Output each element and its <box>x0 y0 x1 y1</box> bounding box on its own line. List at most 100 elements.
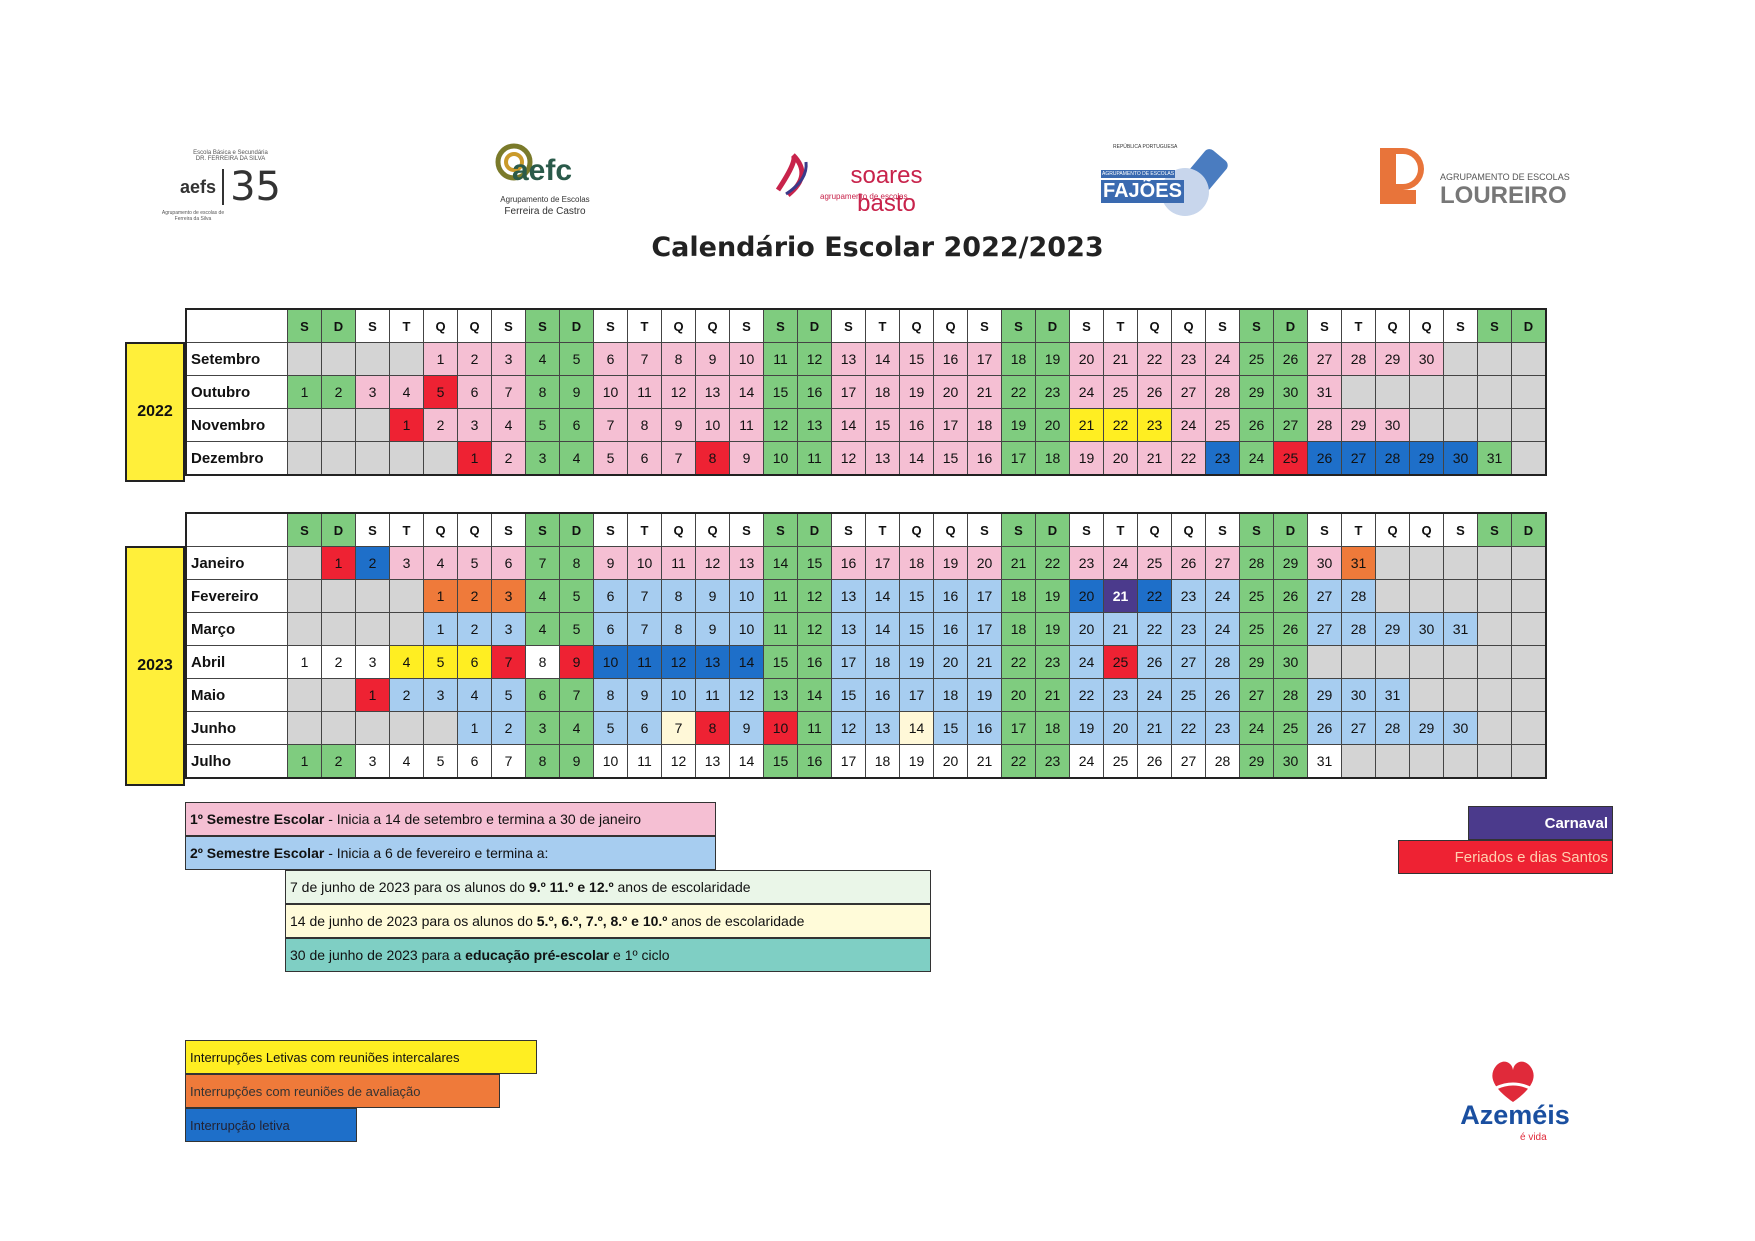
day-cell: 7 <box>627 342 662 376</box>
day-cell: 22 <box>1137 579 1172 613</box>
day-cell: 5 <box>559 579 594 613</box>
empty-cell <box>1375 579 1410 613</box>
empty-cell <box>1477 678 1512 712</box>
day-cell: 22 <box>1137 342 1172 376</box>
day-cell: 26 <box>1273 579 1308 613</box>
day-cell: 15 <box>763 744 798 779</box>
weekday-header: D <box>797 512 832 547</box>
weekday-header: T <box>627 308 662 343</box>
day-cell: 6 <box>627 711 662 745</box>
empty-cell <box>1341 645 1376 679</box>
day-cell: 24 <box>1205 342 1240 376</box>
day-cell: 10 <box>729 579 764 613</box>
day-cell: 8 <box>627 408 662 442</box>
day-cell: 20 <box>1103 711 1138 745</box>
day-cell: 25 <box>1103 744 1138 779</box>
day-cell: 6 <box>457 375 492 409</box>
day-cell: 19 <box>1069 711 1104 745</box>
day-cell: 20 <box>1069 612 1104 646</box>
day-cell: 28 <box>1239 546 1274 580</box>
empty-cell <box>321 441 356 476</box>
day-cell: 12 <box>661 645 696 679</box>
empty-cell <box>1409 579 1444 613</box>
day-cell: 2 <box>321 744 356 779</box>
day-cell: 30 <box>1443 441 1478 476</box>
day-cell: 6 <box>491 546 526 580</box>
day-cell: 4 <box>389 744 424 779</box>
weekday-header: S <box>1069 512 1104 547</box>
logo-fajoes-top: REPÚBLICA PORTUGUESA <box>1113 144 1178 150</box>
day-cell: 9 <box>627 678 662 712</box>
empty-cell <box>355 711 390 745</box>
day-cell: 18 <box>1035 441 1070 476</box>
logo-aefc-mark: aefc <box>512 154 573 187</box>
day-cell: 6 <box>525 678 560 712</box>
day-cell: 8 <box>661 342 696 376</box>
day-cell: 17 <box>831 645 866 679</box>
day-cell: 21 <box>1137 711 1172 745</box>
day-cell: 15 <box>933 441 968 476</box>
page-title: Calendário Escolar 2022/2023 <box>651 232 1104 263</box>
day-cell: 10 <box>661 678 696 712</box>
day-cell: 21 <box>967 375 1002 409</box>
day-cell: 1 <box>423 342 458 376</box>
day-cell: 21 <box>1137 441 1172 476</box>
weekday-header: S <box>491 308 526 343</box>
day-cell: 2 <box>321 645 356 679</box>
day-cell: 21 <box>1103 579 1138 613</box>
second-semester-label: 2º Semestre Escolar <box>190 845 325 861</box>
legend-feriados: Feriados e dias Santos <box>1398 840 1613 874</box>
weekday-header: S <box>1239 308 1274 343</box>
day-cell: 14 <box>797 678 832 712</box>
empty-cell <box>1375 546 1410 580</box>
month-row: Setembro 1 2 3 4 5 6 7 8 9 10 11 12 13 14 15 16 17 18 19 20 2… <box>185 342 1547 376</box>
day-cell: 4 <box>525 579 560 613</box>
weekday-header: Q <box>1137 308 1172 343</box>
weekday-header: D <box>559 308 594 343</box>
day-cell: 18 <box>899 546 934 580</box>
day-cell: 22 <box>1001 744 1036 779</box>
month-row: Abril 1 2 3 4 5 6 7 8 9 10 11 12 13 14 15 16 17 18 19 20 21 22… <box>185 645 1547 679</box>
weekday-header: Q <box>457 308 492 343</box>
logo-fajoes-sub: AGRUPAMENTO DE ESCOLAS <box>1101 170 1176 178</box>
empty-cell <box>1443 408 1478 442</box>
day-cell: 27 <box>1273 408 1308 442</box>
empty-cell <box>287 441 322 476</box>
day-cell: 27 <box>1341 441 1376 476</box>
empty-cell <box>389 342 424 376</box>
weekday-header: Q <box>899 308 934 343</box>
day-cell: 13 <box>729 546 764 580</box>
day-cell: 20 <box>1069 342 1104 376</box>
day-cell: 25 <box>1239 579 1274 613</box>
weekday-header: S <box>355 512 390 547</box>
day-cell: 24 <box>1137 678 1172 712</box>
day-cell: 27 <box>1171 645 1206 679</box>
weekday-header: S <box>491 512 526 547</box>
month-row: Maio 1 2 3 4 5 6 7 8 9 10 11 12 13 14 15 16 17 18 19 20 21 22 2… <box>185 678 1547 712</box>
day-cell: 23 <box>1103 678 1138 712</box>
day-cell: 12 <box>797 612 832 646</box>
empty-cell <box>287 546 322 580</box>
day-cell: 12 <box>831 711 866 745</box>
weekday-header: D <box>1035 512 1070 547</box>
day-cell: 4 <box>559 441 594 476</box>
logo-aefs-mark: aefs <box>180 176 217 197</box>
day-cell: 8 <box>559 546 594 580</box>
day-cell: 15 <box>797 546 832 580</box>
day-cell: 3 <box>389 546 424 580</box>
weekday-header: S <box>729 308 764 343</box>
second-semester-note: 2º Semestre Escolar - Inicia a 6 de feve… <box>185 836 716 870</box>
logo-loureiro-mark: LOUREIRO <box>1440 182 1567 209</box>
day-cell: 16 <box>797 645 832 679</box>
day-cell: 17 <box>967 342 1002 376</box>
weekday-header: S <box>593 512 628 547</box>
day-cell: 17 <box>1001 711 1036 745</box>
day-cell: 13 <box>695 744 730 779</box>
day-cell: 25 <box>1103 375 1138 409</box>
day-cell: 20 <box>1035 408 1070 442</box>
day-cell: 9 <box>729 441 764 476</box>
empty-cell <box>1409 678 1444 712</box>
day-cell: 23 <box>1035 744 1070 779</box>
weekday-header: S <box>1205 512 1240 547</box>
day-cell: 8 <box>525 645 560 679</box>
